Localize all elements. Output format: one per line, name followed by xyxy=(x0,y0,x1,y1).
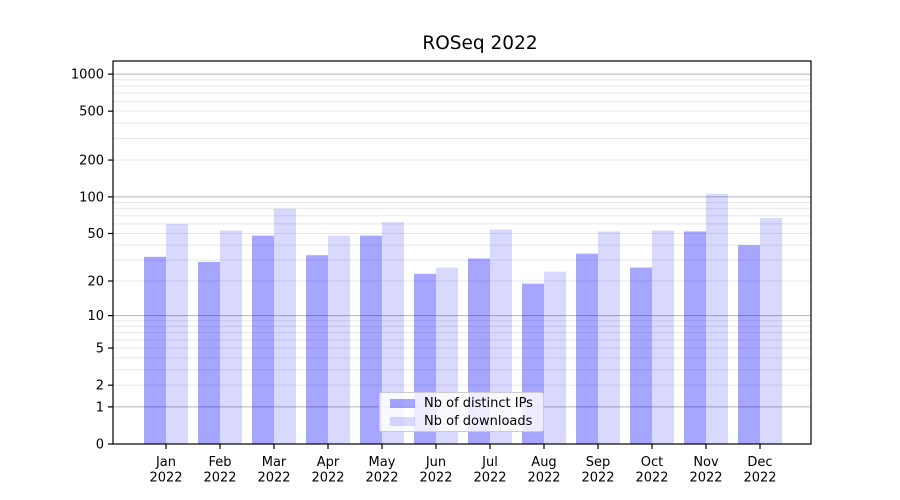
x-tick-label-year: 2022 xyxy=(149,471,182,486)
bar-downloads xyxy=(544,271,566,444)
y-tick-label: 1 xyxy=(96,400,104,415)
x-tick-label-year: 2022 xyxy=(365,471,398,486)
bar-distinct-ips xyxy=(306,255,328,444)
x-tick-label-year: 2022 xyxy=(581,471,614,486)
x-tick-label-month: Jul xyxy=(481,455,498,470)
x-tick-label-year: 2022 xyxy=(311,471,344,486)
bar-downloads xyxy=(652,230,674,444)
x-tick-label-month: Jan xyxy=(155,455,176,470)
bar-downloads xyxy=(382,222,404,444)
bar-downloads xyxy=(166,223,188,444)
x-tick-label-year: 2022 xyxy=(689,471,722,486)
bar-distinct-ips xyxy=(198,261,220,444)
y-tick-label: 2 xyxy=(96,379,104,394)
y-tick-label: 500 xyxy=(79,105,104,120)
legend: Nb of distinct IPs Nb of downloads xyxy=(379,392,544,432)
y-tick-label: 5 xyxy=(96,342,104,357)
x-tick-label-year: 2022 xyxy=(257,471,290,486)
bar-downloads xyxy=(328,235,350,444)
x-tick-label-month: Dec xyxy=(747,455,772,470)
bar-distinct-ips xyxy=(738,245,760,444)
x-tick-label-year: 2022 xyxy=(473,471,506,486)
bar-downloads xyxy=(220,230,242,444)
x-tick-label-month: Sep xyxy=(586,455,611,470)
legend-item-distinct-ips: Nb of distinct IPs xyxy=(390,396,533,411)
bar-downloads xyxy=(490,229,512,444)
x-tick-label-year: 2022 xyxy=(203,471,236,486)
bar-distinct-ips xyxy=(252,235,274,444)
y-tick-label: 200 xyxy=(79,154,104,169)
chart-title: ROSeq 2022 xyxy=(422,33,538,54)
legend-label-distinct-ips: Nb of distinct IPs xyxy=(424,395,533,411)
legend-item-downloads: Nb of downloads xyxy=(390,414,533,429)
x-tick-label-month: Feb xyxy=(208,455,231,470)
legend-swatch-downloads-icon xyxy=(390,416,415,426)
bar-distinct-ips xyxy=(360,235,382,444)
x-tick-label-month: Mar xyxy=(262,455,287,470)
y-tick-label: 1000 xyxy=(71,68,104,83)
y-tick-label: 50 xyxy=(87,227,104,242)
y-tick-label: 100 xyxy=(79,190,104,205)
x-tick-label-month: Jun xyxy=(425,455,446,470)
x-tick-label-year: 2022 xyxy=(527,471,560,486)
y-tick-label: 10 xyxy=(87,309,104,324)
bar-distinct-ips xyxy=(144,256,166,444)
bar-downloads xyxy=(598,231,620,444)
bar-downloads xyxy=(760,218,782,444)
bar-distinct-ips xyxy=(630,267,652,444)
x-tick-label-month: May xyxy=(369,455,396,470)
x-tick-label-year: 2022 xyxy=(743,471,776,486)
bar-distinct-ips xyxy=(576,253,598,444)
x-tick-label-year: 2022 xyxy=(635,471,668,486)
legend-label-downloads: Nb of downloads xyxy=(424,413,533,429)
y-tick-label: 0 xyxy=(96,438,104,453)
x-tick-label-month: Aug xyxy=(531,455,556,470)
x-tick-label-month: Oct xyxy=(641,455,663,470)
y-tick-label: 20 xyxy=(87,274,104,289)
x-tick-label-year: 2022 xyxy=(419,471,452,486)
x-tick-label-month: Apr xyxy=(317,455,340,470)
bar-downloads xyxy=(706,193,728,444)
bar-distinct-ips xyxy=(684,231,706,444)
x-tick-label-month: Nov xyxy=(693,455,719,470)
bar-downloads xyxy=(274,208,296,444)
legend-swatch-distinct-ips-icon xyxy=(390,398,415,408)
